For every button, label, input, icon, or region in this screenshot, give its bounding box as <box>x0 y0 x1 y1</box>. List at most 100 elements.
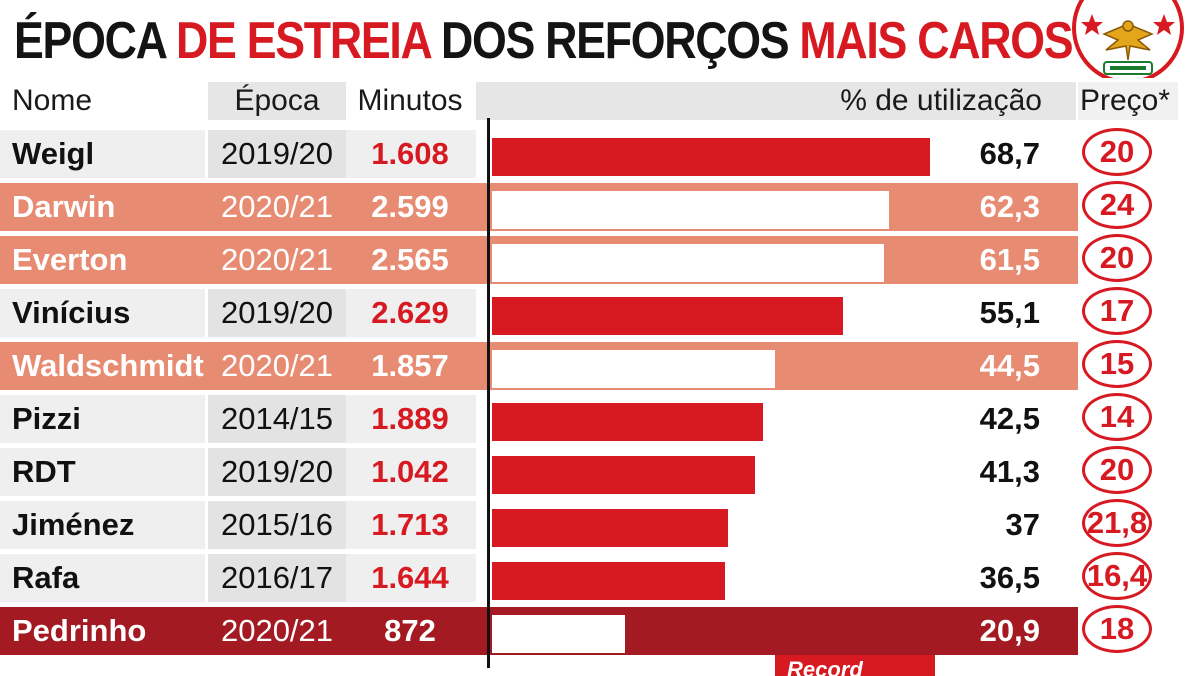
player-name: Rafa <box>12 560 80 595</box>
row-name-band <box>0 448 205 496</box>
header-minutes: Minutos <box>357 84 463 117</box>
pct-label: 37 <box>1005 507 1040 542</box>
row-season-band <box>208 501 346 549</box>
pct-bar <box>492 456 756 494</box>
row-minutes-band <box>346 395 476 443</box>
player-name: Weigl <box>12 136 95 171</box>
player-name: Pedrinho <box>12 613 147 648</box>
header-name: Nome <box>12 84 93 117</box>
player-name: Jiménez <box>12 507 135 542</box>
row-minutes-band <box>346 289 476 337</box>
player-name: RDT <box>12 454 76 489</box>
pct-bar <box>492 403 763 441</box>
row-minutes-band <box>346 448 476 496</box>
row-season-band <box>208 130 346 178</box>
header-strip-season <box>208 82 346 120</box>
minutes-value: 1.857 <box>371 348 449 383</box>
row-minutes-band <box>346 501 476 549</box>
header-strip-price <box>1078 82 1178 120</box>
season-value: 2016/17 <box>220 560 334 595</box>
season-value: 2019/20 <box>220 454 334 489</box>
title-part-1: ÉPOCA <box>14 12 177 70</box>
season-value: 2020/21 <box>220 348 334 383</box>
header-season: Época <box>234 84 320 117</box>
pct-label: 62,3 <box>979 189 1040 224</box>
minutes-value: 1.042 <box>371 454 449 489</box>
row-name-band <box>0 395 205 443</box>
minutes-value: 2.599 <box>371 189 449 224</box>
price-circle: 14 <box>1082 393 1152 441</box>
table-row: Vinícius 2019/20 2.629 55,1 17 <box>0 287 1178 337</box>
row-season-band <box>208 289 346 337</box>
season-value: 2019/20 <box>220 136 334 171</box>
price-circle: 17 <box>1082 287 1152 335</box>
pct-label: 42,5 <box>979 401 1040 436</box>
table-row: Everton 2020/21 2.565 61,5 20 <box>0 234 1178 284</box>
row-name-band <box>0 130 205 178</box>
price-circle: 20 <box>1082 446 1152 494</box>
price-circle: 20 <box>1082 128 1152 176</box>
row-minutes-band <box>346 554 476 602</box>
minutes-value: 1.889 <box>371 401 449 436</box>
pct-bar <box>492 615 626 653</box>
pct-label: 68,7 <box>979 136 1040 171</box>
pct-bar <box>492 244 884 282</box>
pct-label: 20,9 <box>979 613 1040 648</box>
row-name-band <box>0 554 205 602</box>
title-part-3: DOS REFORÇOS <box>429 12 800 70</box>
pct-label: 41,3 <box>979 454 1040 489</box>
price-circle: 24 <box>1082 181 1152 229</box>
season-value: 2019/20 <box>220 295 334 330</box>
chart-title: ÉPOCA DE ESTREIA DOS REFORÇOS MAIS CAROS <box>14 6 1074 76</box>
pct-label: 44,5 <box>979 348 1040 383</box>
row-season-band <box>208 554 346 602</box>
player-name: Vinícius <box>12 295 131 330</box>
header-price: Preço* <box>1079 84 1171 117</box>
season-value: 2020/21 <box>220 613 334 648</box>
table-row: Jiménez 2015/16 1.713 37 21,8 <box>0 499 1178 549</box>
bar-axis-line <box>487 118 490 668</box>
minutes-value: 1.608 <box>371 136 449 171</box>
price-circle: 18 <box>1082 605 1152 653</box>
row-minutes-band <box>346 130 476 178</box>
table-row: Weigl 2019/20 1.608 68,7 20 <box>0 128 1178 178</box>
eagle-crest-icon <box>1072 0 1184 78</box>
table-row: Pedrinho 2020/21 872 20,9 18 <box>0 605 1178 655</box>
minutes-value: 2.629 <box>371 295 449 330</box>
player-name: Everton <box>12 242 128 277</box>
minutes-value: 872 <box>384 613 436 648</box>
season-value: 2015/16 <box>220 507 334 542</box>
pct-label: 61,5 <box>979 242 1040 277</box>
row-season-band <box>208 448 346 496</box>
season-value: 2020/21 <box>220 242 334 277</box>
table-row: Waldschmidt 2020/21 1.857 44,5 15 <box>0 340 1178 390</box>
record-logo: Record <box>775 655 935 676</box>
pct-bar <box>492 138 930 176</box>
pct-bar <box>492 562 725 600</box>
pct-bar <box>492 297 843 335</box>
pct-label: 36,5 <box>979 560 1040 595</box>
player-name: Darwin <box>12 189 116 224</box>
player-name: Pizzi <box>12 401 81 436</box>
minutes-value: 1.713 <box>371 507 449 542</box>
pct-bar <box>492 350 776 388</box>
price-circle: 16,4 <box>1082 552 1152 600</box>
row-name-band <box>0 289 205 337</box>
table-row: Pizzi 2014/15 1.889 42,5 14 <box>0 393 1178 443</box>
table-row: Darwin 2020/21 2.599 62,3 24 <box>0 181 1178 231</box>
pct-label: 55,1 <box>979 295 1040 330</box>
header-strip-bars <box>476 82 1076 120</box>
title-part-4: MAIS CAROS <box>799 12 1073 70</box>
price-circle: 15 <box>1082 340 1152 388</box>
season-value: 2014/15 <box>220 401 334 436</box>
pct-bar <box>492 191 889 229</box>
header-pct: % de utilização <box>840 84 1042 117</box>
table-row: RDT 2019/20 1.042 41,3 20 <box>0 446 1178 496</box>
row-season-band <box>208 395 346 443</box>
minutes-value: 2.565 <box>371 242 449 277</box>
row-name-band <box>0 501 205 549</box>
minutes-value: 1.644 <box>371 560 449 595</box>
price-circle: 20 <box>1082 234 1152 282</box>
price-circle: 21,8 <box>1082 499 1152 547</box>
title-part-2: DE ESTREIA <box>176 12 431 70</box>
